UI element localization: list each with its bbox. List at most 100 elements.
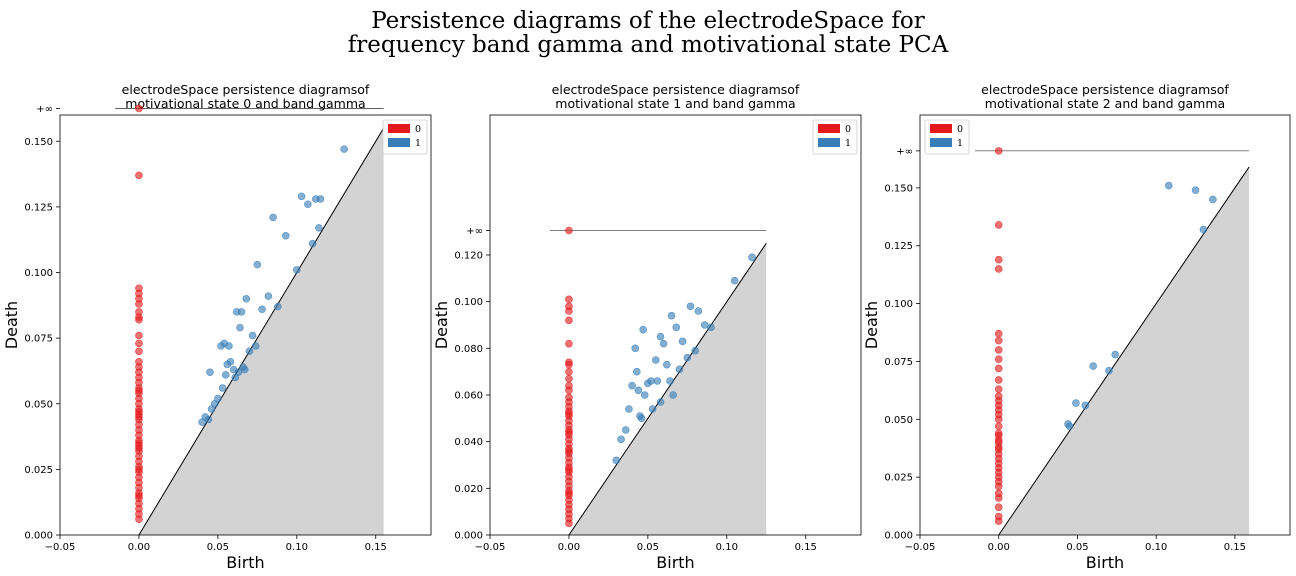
- legend-swatch-h1: [818, 138, 840, 147]
- y-tick-label: 0.150: [24, 137, 53, 148]
- y-tick-label-infinity: +∞: [466, 226, 483, 237]
- x-tick-label: 0.00: [558, 542, 580, 553]
- h1-point: [245, 347, 254, 356]
- panel-title-line2: motivational state 2 and band gamma: [985, 96, 1225, 111]
- h0-point: [994, 265, 1003, 273]
- h1-point: [1191, 186, 1200, 195]
- h1-point: [748, 253, 756, 262]
- h1-point: [1164, 181, 1173, 190]
- legend-label-h1: 1: [957, 138, 963, 149]
- h0-point: [565, 339, 573, 348]
- h1-point: [686, 302, 695, 311]
- h0-point: [994, 415, 1003, 424]
- h1-point: [204, 415, 213, 424]
- y-tick-label: 0.020: [454, 484, 483, 495]
- h1-point: [656, 398, 665, 406]
- h1-point: [667, 311, 676, 320]
- y-tick-label: 0.000: [454, 531, 483, 542]
- figure-suptitle-line1: Persistence diagrams of the electrodeSpa…: [371, 8, 925, 34]
- h0-point: [135, 171, 143, 180]
- y-tick-label: 0.100: [454, 297, 483, 308]
- h0-point: [565, 374, 573, 383]
- h1-point: [625, 405, 633, 413]
- h1-point: [264, 292, 273, 300]
- h0-point: [994, 336, 1003, 345]
- h1-point: [691, 346, 700, 355]
- h0-point: [994, 482, 1003, 491]
- h1-point: [631, 344, 640, 353]
- y-axis-label: Death: [2, 301, 21, 349]
- h1-point: [281, 231, 290, 240]
- legend-label-h0: 0: [845, 124, 851, 135]
- h1-point: [1081, 401, 1090, 410]
- h1-point: [639, 325, 647, 334]
- x-tick-label: 0.15: [1224, 542, 1246, 553]
- y-tick-label-infinity: +∞: [896, 146, 913, 157]
- h1-point: [223, 360, 232, 369]
- panel-title-line1: electrodeSpace persistence diagramsof: [122, 82, 370, 97]
- legend-label-h1: 1: [415, 138, 421, 149]
- persistence-diagram-state-2: electrodeSpace persistence diagramsofmot…: [862, 82, 1291, 572]
- x-tick-label: 0.15: [365, 542, 387, 553]
- y-tick-label: 0.080: [454, 344, 483, 355]
- y-tick-label: 0.120: [454, 251, 483, 262]
- x-tick-label: −0.05: [475, 542, 506, 553]
- h1-point: [637, 414, 646, 423]
- x-tick-label: 0.05: [1066, 542, 1088, 553]
- y-tick-label: 0.050: [24, 399, 53, 410]
- h0-point: [994, 255, 1003, 264]
- h1-point: [666, 377, 674, 385]
- axes-frame: [59, 114, 432, 536]
- h1-point: [206, 368, 214, 377]
- panel-title-line1: electrodeSpace persistence diagramsof: [981, 82, 1229, 97]
- h1-point: [659, 339, 668, 348]
- y-axis-label: Death: [862, 301, 881, 349]
- h0-point: [135, 465, 143, 474]
- h1-point: [236, 323, 244, 332]
- h1-point: [304, 200, 312, 209]
- h1-point: [1199, 225, 1208, 234]
- h1-point: [248, 331, 257, 340]
- h1-point: [669, 391, 677, 399]
- y-tick-label: 0.025: [24, 465, 53, 476]
- h1-point: [683, 353, 692, 362]
- h1-point: [1105, 366, 1113, 375]
- h0-point: [994, 429, 1003, 437]
- h0-point: [994, 503, 1003, 512]
- h0-point: [135, 444, 143, 453]
- h1-point: [634, 386, 643, 395]
- h1-point: [258, 305, 266, 314]
- h1-point: [207, 405, 216, 413]
- h0-point: [994, 517, 1003, 525]
- h0-point: [994, 364, 1003, 373]
- h0-point: [994, 376, 1003, 384]
- h0-point: [135, 315, 143, 324]
- h1-point: [707, 323, 715, 332]
- h0-point: [994, 147, 1003, 155]
- h1-point: [628, 381, 636, 390]
- legend-label-h0: 0: [415, 124, 421, 135]
- panel-title-line1: electrodeSpace persistence diagramsof: [552, 82, 800, 97]
- h1-point: [242, 294, 251, 303]
- y-tick-label: 0.100: [24, 268, 53, 279]
- legend-swatch-h1: [388, 138, 410, 147]
- h0-point: [565, 409, 573, 418]
- h1-point: [198, 418, 206, 426]
- h0-point: [994, 443, 1003, 451]
- h1-point: [1209, 195, 1217, 204]
- h1-point: [293, 266, 301, 274]
- h1-point: [231, 373, 240, 382]
- diagonal-line: [568, 243, 767, 536]
- h1-point: [678, 337, 687, 346]
- legend-label-h1: 1: [845, 138, 851, 149]
- h0-point: [565, 465, 573, 474]
- persistence-diagram-state-0: electrodeSpace persistence diagramsofmot…: [2, 82, 432, 572]
- h0-point: [994, 494, 1003, 502]
- h1-point: [1065, 422, 1074, 431]
- h1-point: [612, 456, 621, 465]
- diagonal-line: [998, 166, 1250, 536]
- y-tick-label: 0.060: [454, 391, 483, 402]
- legend: 01: [924, 119, 970, 155]
- h1-point: [648, 405, 657, 413]
- h0-point: [135, 339, 143, 348]
